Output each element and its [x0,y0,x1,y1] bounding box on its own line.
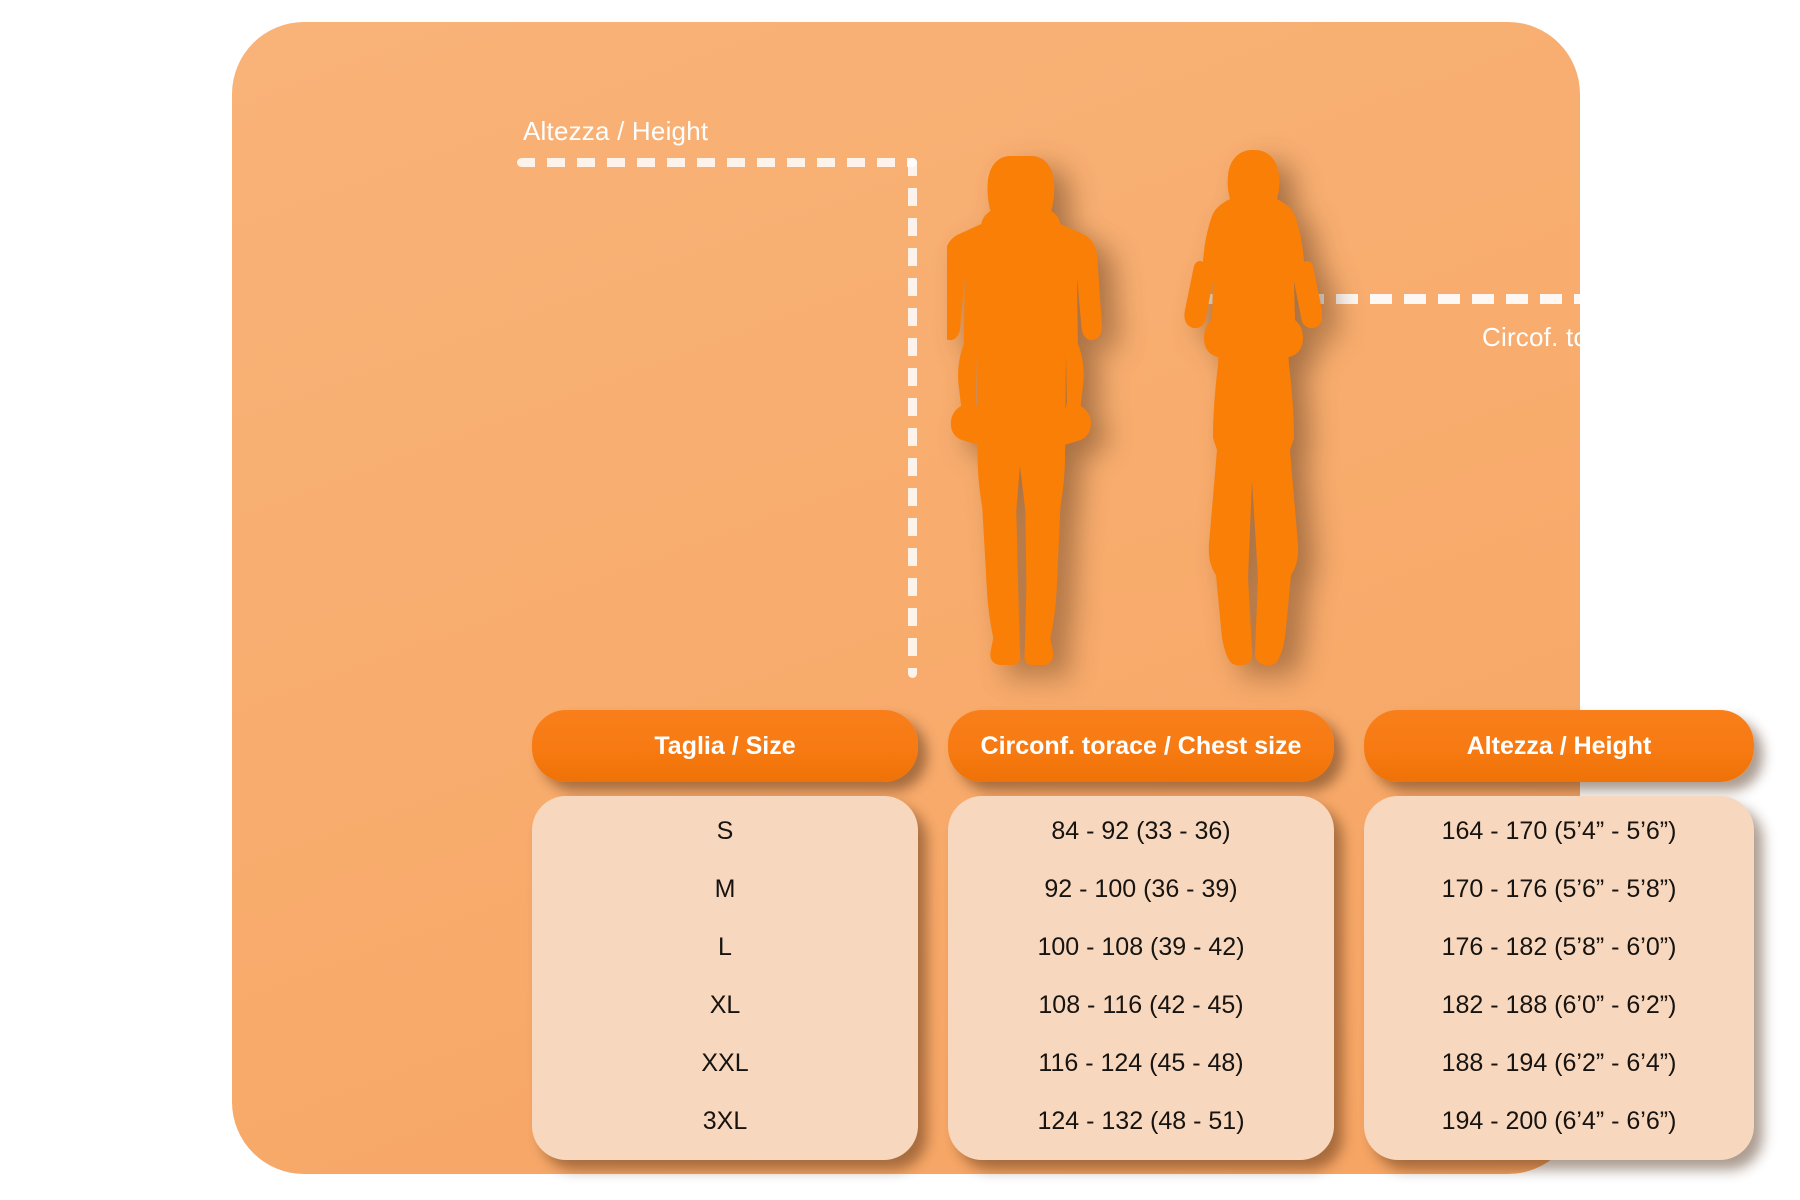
height-guide-dashed-line-vertical [908,158,917,678]
table-cell-chest: 100 - 108 (39 - 42) [1037,932,1245,961]
size-chart-panel: Altezza / Height Circof. torace / Chest … [232,22,1785,1174]
table-cell-chest: 84 - 92 (33 - 36) [1051,816,1231,845]
table-cell-chest: 116 - 124 (45 - 48) [1038,1048,1244,1077]
table-cell-size: XXL [701,1048,749,1077]
column-header-height: Altezza / Height [1364,710,1754,782]
female-silhouette [1182,150,1322,666]
chest-guide-label: Circof. torace / Chest size [1482,322,1786,352]
table-cell-height: 194 - 200 (6’4” - 6’6”) [1441,1106,1677,1135]
table-cell-chest: 108 - 116 (42 - 45) [1038,990,1244,1019]
column-chest-size: Circonf. torace / Chest size 84 - 92 (33… [948,710,1334,1160]
size-table: Taglia / Size S M L XL XXL 3XL Circonf. … [532,710,1754,1160]
height-guide-dashed-line-horizontal [517,158,917,167]
table-cell-height: 170 - 176 (5’6” - 5’8”) [1441,874,1677,903]
table-cell-size: XL [709,990,741,1019]
height-guide-label: Altezza / Height [523,116,709,146]
table-cell-size: 3XL [702,1106,748,1135]
table-cell-size: S [716,816,734,845]
column-header-chest-size: Circonf. torace / Chest size [948,710,1334,782]
chest-guide-dashed-line [1200,294,1768,304]
column-body-chest-size: 84 - 92 (33 - 36) 92 - 100 (36 - 39) 100… [948,796,1334,1160]
column-body-size: S M L XL XXL 3XL [532,796,918,1160]
table-cell-chest: 92 - 100 (36 - 39) [1044,874,1238,903]
size-table-columns: Taglia / Size S M L XL XXL 3XL Circonf. … [532,710,1754,1160]
table-cell-size: L [718,932,732,961]
table-cell-size: M [714,874,736,903]
column-body-height: 164 - 170 (5’4” - 5’6”) 170 - 176 (5’6” … [1364,796,1754,1160]
column-height: Altezza / Height 164 - 170 (5’4” - 5’6”)… [1364,710,1754,1160]
table-cell-height: 176 - 182 (5’8” - 6’0”) [1441,932,1677,961]
column-size: Taglia / Size S M L XL XXL 3XL [532,710,918,1160]
table-cell-height: 188 - 194 (6’2” - 6’4”) [1441,1048,1677,1077]
male-silhouette [947,156,1107,666]
table-cell-chest: 124 - 132 (48 - 51) [1037,1106,1245,1135]
table-cell-height: 182 - 188 (6’0” - 6’2”) [1441,990,1677,1019]
column-header-size: Taglia / Size [532,710,918,782]
table-cell-height: 164 - 170 (5’4” - 5’6”) [1441,816,1677,845]
